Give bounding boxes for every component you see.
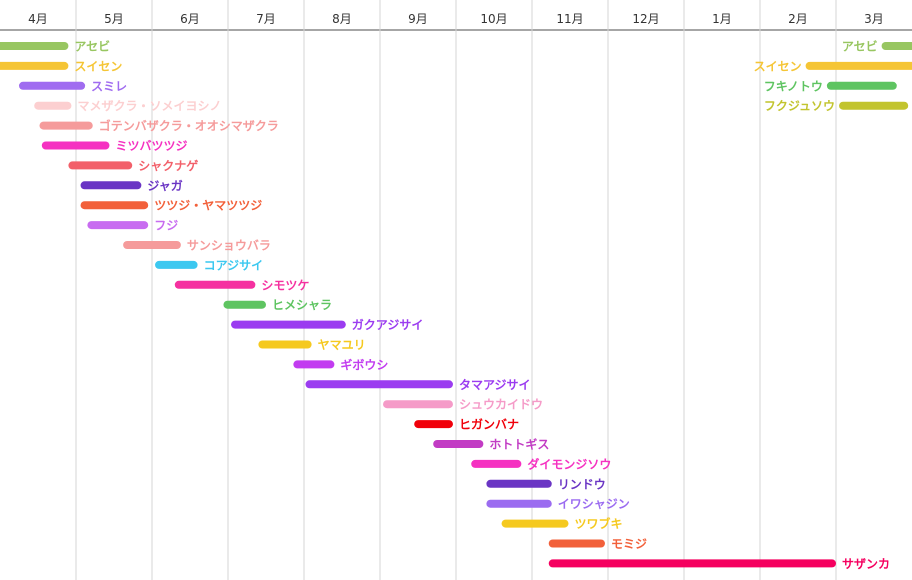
flower-bar [39,121,93,130]
flower-label: フクジュソウ [764,99,835,113]
flower-bar [501,519,569,528]
flower-label: ホトトギス [489,437,549,452]
flower-label: スミレ [91,79,127,93]
flower-label: シモツケ [261,278,309,292]
flower-label: シュウカイドウ [459,398,543,412]
flower-label: アセビ [74,39,110,54]
flower-bars [0,42,912,568]
month-label: 9月 [408,12,428,26]
flower-bar [174,280,256,289]
flower-bar [881,42,912,50]
flower-bar [19,81,86,90]
flower-bar [80,181,142,190]
month-label: 3月 [864,12,884,26]
flower-label: ダイモンジソウ [527,456,611,471]
flower-label: ツワブキ [574,516,622,531]
month-label: 12月 [632,12,659,26]
flower-bar [87,221,149,230]
flower-label: ギボウシ [340,357,388,372]
flower-bar [383,400,453,409]
month-label: 6月 [180,12,200,26]
flower-bar [839,101,909,110]
flower-label: サンショウバラ [187,239,271,253]
flower-label: フジ [154,219,178,233]
flower-label: スイセン [74,59,122,73]
flower-label: ツツジ・ヤマツツジ [154,199,262,213]
flower-label: ゴテンバザクラ・オオシマザクラ [99,118,279,133]
month-label: 2月 [788,12,808,26]
flower-label: モミジ [611,537,647,551]
flower-label: アセビ [842,39,878,54]
flower-label: タマアジサイ [459,378,531,392]
flower-label: スイセン [754,59,802,73]
flower-bar [123,241,181,249]
month-label: 10月 [480,12,507,26]
flower-bar [223,300,266,309]
flower-bar [155,260,198,269]
flower-bar [826,81,897,90]
flower-bar [471,459,522,468]
flower-label: リンドウ [558,477,606,491]
flower-bar [486,499,552,508]
month-label: 4月 [28,12,48,26]
flower-bar [0,42,69,50]
month-axis: 4月 5月 6月 7月 8月 9月 10月 11月 12月 1月 2月 3月 [28,12,884,26]
flower-label: ヒメシャラ [272,298,332,312]
flower-bar [41,141,110,150]
flower-label: コアジサイ [204,258,264,272]
month-label: 7月 [256,12,276,26]
flower-bar [231,320,346,329]
flower-label: マメザクラ・ソメイヨシノ [77,99,221,113]
flower-label: シャクナゲ [138,158,198,173]
flower-bar [414,420,453,429]
flower-label: フキノトウ [764,79,823,93]
flower-bar [486,479,552,488]
month-label: 1月 [712,12,732,26]
month-label: 8月 [332,12,352,26]
flower-bar [548,559,836,568]
flower-labels: アセビスイセンスミレマメザクラ・ソメイヨシノゴテンバザクラ・オオシマザクラミツバ… [74,39,890,571]
month-label: 5月 [104,12,124,26]
month-label: 11月 [556,12,583,26]
flower-label: ヤマユリ [318,338,366,352]
flower-bar [258,340,312,349]
flower-bar [305,380,453,389]
flower-label: ミツバツツジ [115,139,187,153]
flower-bar [80,201,149,210]
flower-label: ヒガンバナ [459,417,519,432]
flower-bar [805,61,912,70]
flower-label: イワシャジン [558,497,630,511]
flower-label: サザンカ [842,557,890,571]
flower-bar [68,161,133,170]
flower-label: ガクアジサイ [352,317,424,332]
flower-bar [293,360,335,369]
flower-bar [433,440,484,448]
flower-bar [0,61,69,70]
flower-label: ジャガ [147,178,182,193]
flower-bar [548,539,605,548]
flower-bar [34,101,72,110]
